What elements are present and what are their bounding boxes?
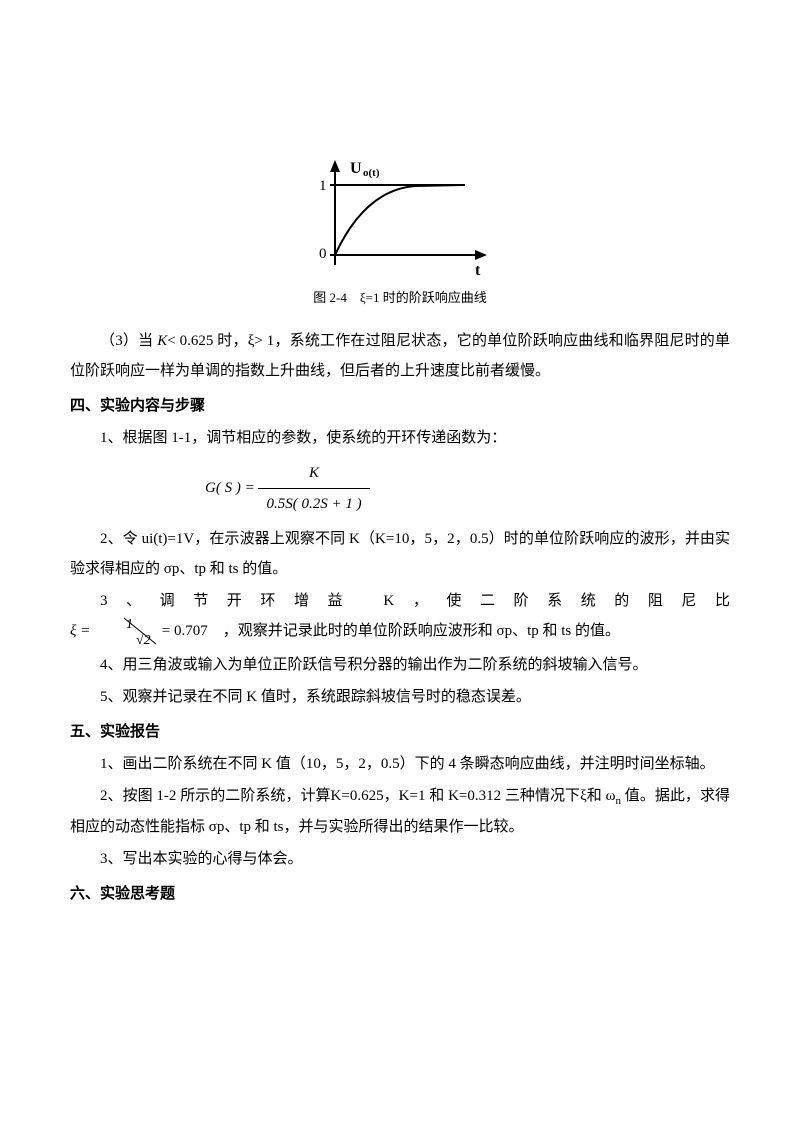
text: （3）当 <box>100 333 157 349</box>
p5-1: 1、画出二阶系统在不同 K 值（10，5，2，0.5）下的 4 条瞬态响应曲线，… <box>70 749 730 779</box>
text: 2、按图 1-2 所示的二阶系统，计算K=0.625，K=1 和 K=0.312… <box>100 788 616 804</box>
xi-equation: ξ = 1 √2 = 0.707 ，观察并记录此时的单位阶跃响应波形和 σp、t… <box>70 623 620 639</box>
fraction: K0.5S( 0.2S + 1 ) <box>258 458 369 519</box>
figure-caption: 图 2-4 ξ=1 时的阶跃响应曲线 <box>70 285 730 311</box>
p4-3: 3、调节开环增益 K，使二阶系统的阻尼比 ξ = 1 √2 = 0.707 ，观察… <box>70 586 730 648</box>
heading-6: 六、实验思考题 <box>70 879 730 909</box>
step-response-chart: U o(t) 1 0 t <box>70 160 730 280</box>
p4-5: 5、观察并记录在不同 K 值时，系统跟踪斜坡信号时的稳态误差。 <box>70 682 730 712</box>
p4-4: 4、用三角波或输入为单位正阶跃信号积分器的输出作为二阶系统的斜坡输入信号。 <box>70 650 730 680</box>
var-k: K <box>157 333 167 349</box>
frac-1-sqrt2: 1 √2 <box>94 616 158 648</box>
text: 3、调节开环增益 K，使二阶系统的阻尼比 <box>100 593 730 609</box>
heading-4: 四、实验内容与步骤 <box>70 391 730 421</box>
y-tick-1: 1 <box>319 178 327 194</box>
p5-3: 3、写出本实验的心得与体会。 <box>70 844 730 874</box>
text: = 0.707 ，观察并记录此时的单位阶跃响应波形和 σp、tp 和 ts 的值… <box>158 623 620 639</box>
p4-1: 1、根据图 1-1，调节相应的参数，使系统的开环传递函数为： <box>70 423 730 453</box>
text: < 0.625 时，ξ> 1，系统工作在过阻尼状态，它的单位阶跃响应曲线和临界阻… <box>70 333 730 379</box>
numerator: K <box>258 458 369 489</box>
x-axis-label: t <box>475 262 481 279</box>
y-tick-0: 0 <box>319 246 327 262</box>
svg-text:√2: √2 <box>136 633 151 648</box>
denominator: 0.5S( 0.2S + 1 ) <box>258 489 369 519</box>
y-axis-label: U <box>350 160 362 177</box>
formula-lhs: G( S ) = <box>205 480 258 496</box>
paragraph-3: （3）当 K< 0.625 时，ξ> 1，系统工作在过阻尼状态，它的单位阶跃响应… <box>70 326 730 386</box>
transfer-function-formula: G( S ) = K0.5S( 0.2S + 1 ) <box>70 458 730 519</box>
chart-svg: U o(t) 1 0 t <box>305 160 495 280</box>
p5-2: 2、按图 1-2 所示的二阶系统，计算K=0.625，K=1 和 K=0.312… <box>70 781 730 842</box>
heading-5: 五、实验报告 <box>70 717 730 747</box>
p4-2: 2、令 ui(t)=1V，在示波器上观察不同 K（K=10，5，2，0.5）时的… <box>70 524 730 584</box>
xi-eq: ξ = <box>70 623 94 639</box>
y-axis-label-sub: o(t) <box>363 167 380 179</box>
